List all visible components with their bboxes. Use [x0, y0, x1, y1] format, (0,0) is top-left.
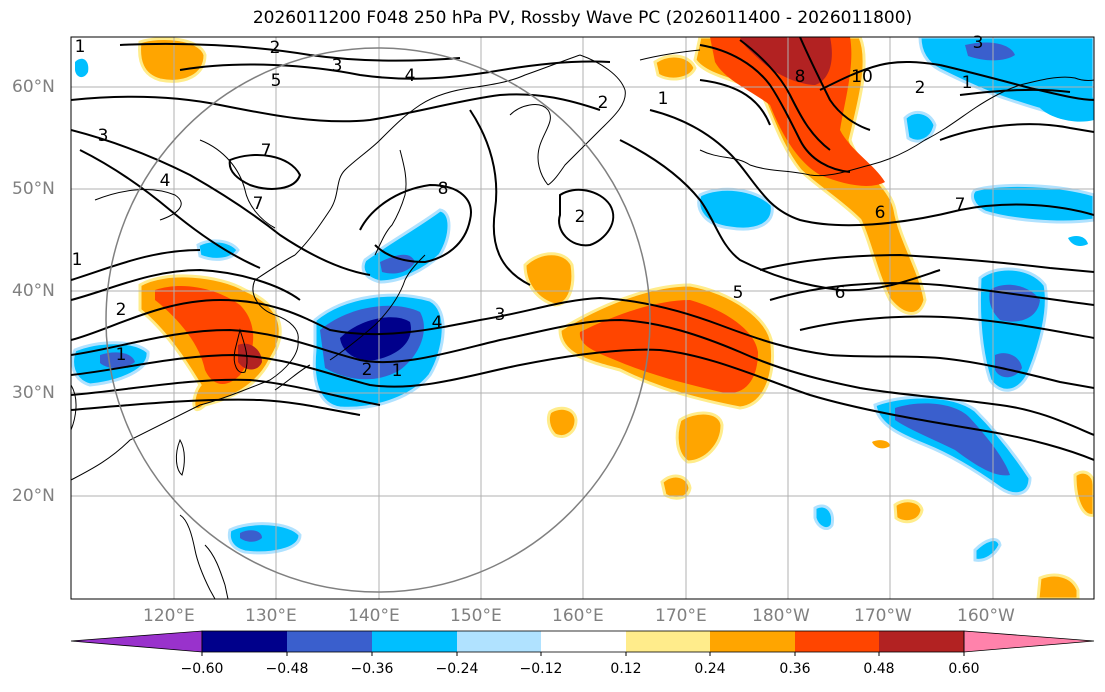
colorbar-segment: [457, 631, 541, 652]
colorbar-extend-high: [963, 630, 1095, 653]
colorbar-segment: [879, 631, 964, 652]
lat-label: 30°N: [12, 383, 55, 403]
contour-label: 5: [733, 283, 744, 303]
contour-label: 1: [392, 361, 403, 381]
colorbar-tick-label: 0.24: [694, 661, 726, 677]
contour-label: 1: [72, 250, 83, 270]
contour-label: 2: [575, 207, 586, 227]
colorbar-tick-label: 0.60: [948, 661, 980, 677]
contour-label: 7: [261, 141, 272, 161]
colorbar-segment: [795, 631, 879, 652]
contour-label: 4: [405, 66, 416, 86]
lat-label: 40°N: [12, 281, 55, 301]
contour-label: 1: [116, 345, 127, 365]
colorbar-segment: [710, 631, 795, 652]
lon-label: 160°W: [957, 606, 1015, 626]
contour-labels: 2 3 4 5 1 3 7 7 4 8 2 2 1 2 3 4 1 5 6 6 …: [72, 33, 984, 381]
colorbar-tick-label: −0.12: [519, 661, 563, 677]
contour-label: 2: [598, 93, 609, 113]
lon-label: 120°E: [143, 606, 195, 626]
contour-label: 2: [116, 300, 127, 320]
colorbar-segment: [541, 631, 626, 652]
contour-label: 1: [658, 89, 669, 109]
negative-anomaly-japan-core: [340, 317, 411, 361]
contour-label: 10: [851, 67, 873, 87]
contour-label: 3: [495, 305, 506, 325]
colorbar-segment: [202, 631, 287, 652]
great-circle: [105, 47, 651, 593]
contour-label: 4: [160, 171, 171, 191]
lat-label: 50°N: [12, 179, 55, 199]
colorbar-tick-label: 0.12: [610, 661, 642, 677]
contour-label: 4: [432, 313, 443, 333]
colorbar-segment: [372, 631, 457, 652]
colorbar: [70, 630, 1095, 656]
lon-label: 130°E: [245, 606, 297, 626]
contour-label: 1: [75, 37, 86, 57]
colorbar-tick-label: 0.36: [779, 661, 811, 677]
contour-label: 3: [98, 126, 109, 146]
contour-label: 5: [271, 71, 282, 91]
lon-label: 180°W: [752, 606, 810, 626]
contour-label: 2: [362, 360, 373, 380]
lon-label: 170°W: [854, 606, 912, 626]
map-title: 2026011200 F048 250 hPa PV, Rossby Wave …: [252, 8, 913, 28]
contour-label: 6: [835, 283, 846, 303]
colorbar-tick-label: 0.48: [863, 661, 895, 677]
colorbar-tick-label: −0.24: [435, 661, 479, 677]
colorbar-segment: [626, 631, 710, 652]
contour-label: 7: [955, 195, 966, 215]
colorbar-extend-low: [70, 630, 203, 653]
colorbar-tick-label: −0.60: [180, 661, 224, 677]
lon-label: 140°E: [348, 606, 400, 626]
lat-label: 60°N: [12, 77, 55, 97]
contour-label: 2: [915, 78, 926, 98]
contour-label: 8: [438, 179, 449, 199]
colorbar-tick-label: −0.36: [350, 661, 394, 677]
contour-label: 3: [332, 56, 343, 76]
contour-label: 1: [962, 73, 973, 93]
colorbar-segment: [287, 631, 372, 652]
lat-label: 20°N: [12, 486, 55, 506]
colorbar-tick-label: −0.48: [265, 661, 309, 677]
positive-anomaly-korea-core: [155, 285, 254, 385]
contour-label: 3: [973, 33, 984, 53]
pv-contours: [71, 37, 1094, 461]
contour-label: 7: [253, 194, 264, 214]
lon-label: 160°E: [552, 606, 604, 626]
contour-label: 8: [795, 67, 806, 87]
contour-label: 6: [875, 203, 886, 223]
map-frame: [70, 36, 1095, 600]
coastlines: [71, 49, 1094, 599]
lon-label: 170°E: [655, 606, 707, 626]
lon-label: 150°E: [450, 606, 502, 626]
contour-label: 2: [270, 38, 281, 58]
